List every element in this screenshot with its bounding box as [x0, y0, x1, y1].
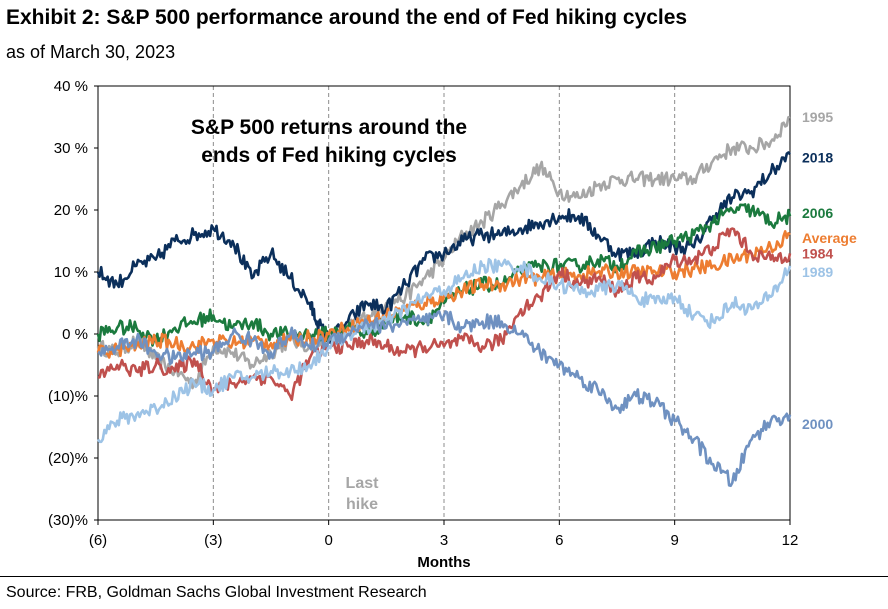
- series-label-average: Average: [802, 230, 857, 246]
- series-label-1989: 1989: [802, 264, 833, 280]
- series-line-1989: [96, 257, 792, 444]
- series-label-2000: 2000: [802, 416, 833, 432]
- line-chart: 40 % 30 % 20 % 10 % 0 % (10)% (20)% (30)%(6) (3)…: [48, 78, 857, 571]
- chart-title-group: S&P 500 returns around the ends of Fed hi…: [191, 116, 467, 167]
- x-tick-label: (6): [89, 532, 107, 549]
- series-label-1984: 1984: [802, 245, 833, 261]
- y-tick-label: 0 %: [62, 326, 88, 343]
- series-label-1995: 1995: [802, 109, 833, 125]
- footer-divider: [0, 576, 888, 577]
- y-tick-label: 20 %: [54, 202, 88, 219]
- x-axis-label: Months: [417, 554, 470, 571]
- y-tick-label: (10)%: [48, 388, 88, 405]
- x-tick-label: 6: [555, 532, 563, 549]
- y-tick-label: (20)%: [48, 450, 88, 467]
- y-tick-label: 10 %: [54, 264, 88, 281]
- x-tick-label: 9: [670, 532, 678, 549]
- exhibit-subtitle: as of March 30, 2023: [6, 42, 176, 62]
- y-tick-label: 30 %: [54, 140, 88, 157]
- series-label-2018: 2018: [802, 149, 833, 165]
- last-hike-annotation: hike: [346, 496, 378, 513]
- series-line-2006: [96, 203, 792, 347]
- x-tick-label: 0: [324, 532, 332, 549]
- chart-title-line: S&P 500 returns around the: [191, 116, 467, 139]
- y-tick-label: (30)%: [48, 512, 88, 529]
- x-tick-label: (3): [204, 532, 222, 549]
- source-note: Source: FRB, Goldman Sachs Global Invest…: [6, 584, 427, 601]
- annotation-group: Last hike: [346, 475, 380, 513]
- chart-title-line: ends of Fed hiking cycles: [201, 144, 457, 167]
- chart-axes: 40 % 30 % 20 % 10 % 0 % (10)% (20)% (30)%(6) (3)…: [48, 78, 798, 571]
- series-line-average: [96, 230, 791, 359]
- exhibit-title: Exhibit 2: S&P 500 performance around th…: [6, 6, 688, 29]
- last-hike-annotation: Last: [346, 475, 380, 492]
- series-line-2000: [98, 310, 792, 488]
- x-tick-label: 12: [782, 532, 799, 549]
- chart-series-lines: [96, 115, 792, 488]
- series-line-1995: [96, 115, 791, 390]
- x-tick-label: 3: [440, 532, 448, 549]
- series-label-2006: 2006: [802, 205, 833, 221]
- y-tick-label: 40 %: [54, 78, 88, 95]
